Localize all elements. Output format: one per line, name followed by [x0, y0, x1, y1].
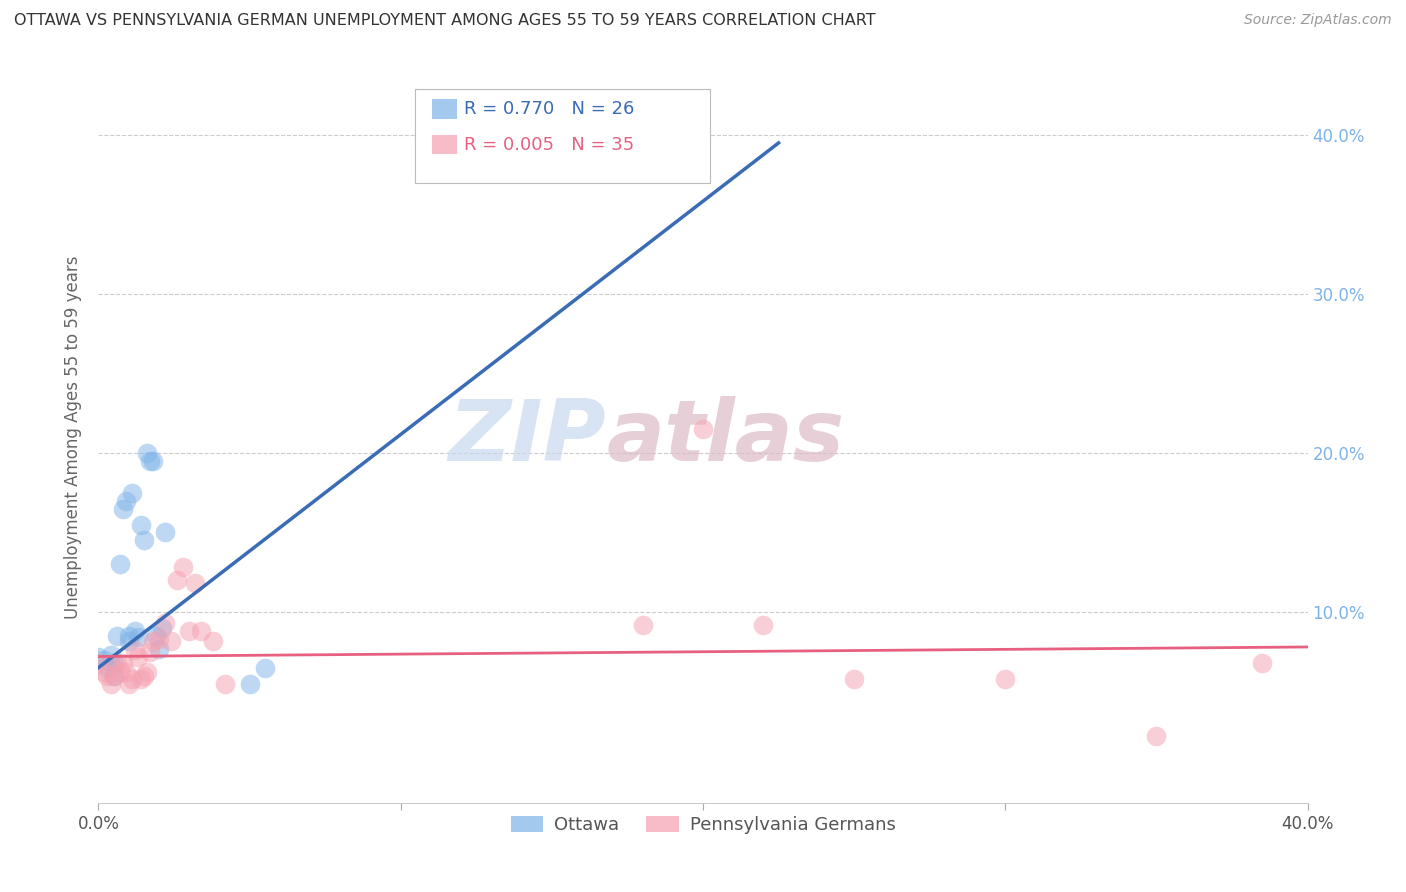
Point [148, 641, 170, 656]
Point [153, 616, 176, 631]
Point [1251, 656, 1274, 670]
Y-axis label: Unemployment Among Ages 55 to 59 years: Unemployment Among Ages 55 to 59 years [65, 255, 83, 619]
Point [108, 558, 131, 572]
Point [214, 676, 236, 690]
Point [239, 676, 262, 690]
Point [202, 633, 225, 648]
Point [105, 656, 128, 670]
Point [114, 493, 136, 508]
Text: ZIP: ZIP [449, 395, 606, 479]
Point [166, 573, 188, 587]
Point [153, 525, 176, 540]
Point [118, 629, 141, 643]
Point [190, 624, 212, 638]
Point [103, 656, 125, 670]
Point [150, 621, 173, 635]
Point [994, 672, 1017, 686]
Point [172, 560, 194, 574]
Text: Source: ZipAtlas.com: Source: ZipAtlas.com [1244, 13, 1392, 28]
Point [132, 668, 155, 682]
Point [179, 624, 201, 638]
Point [132, 533, 155, 548]
Point [129, 672, 152, 686]
Point [111, 501, 134, 516]
Text: atlas: atlas [606, 395, 845, 479]
Point [105, 629, 128, 643]
Point [87, 649, 110, 664]
Point [139, 454, 162, 468]
Point [121, 672, 143, 686]
Point [142, 633, 165, 648]
Text: OTTAWA VS PENNSYLVANIA GERMAN UNEMPLOYMENT AMONG AGES 55 TO 59 YEARS CORRELATION: OTTAWA VS PENNSYLVANIA GERMAN UNEMPLOYME… [14, 13, 876, 29]
Point [114, 665, 136, 680]
Point [87, 656, 110, 670]
Point [844, 672, 866, 686]
Point [127, 631, 149, 645]
Point [93, 653, 115, 667]
Point [96, 668, 118, 682]
Point [752, 617, 775, 632]
Point [124, 643, 146, 657]
Point [1144, 729, 1167, 743]
Point [121, 485, 143, 500]
Point [145, 629, 167, 643]
Point [135, 446, 157, 460]
Point [103, 668, 125, 682]
Point [124, 624, 146, 638]
Point [100, 648, 122, 662]
Point [631, 617, 654, 632]
Point [100, 676, 122, 690]
Point [118, 676, 141, 690]
Point [184, 576, 207, 591]
Point [692, 422, 714, 436]
Point [127, 649, 149, 664]
Point [129, 517, 152, 532]
Point [103, 668, 125, 682]
Point [135, 665, 157, 680]
Text: R = 0.770   N = 26: R = 0.770 N = 26 [464, 100, 634, 118]
Point [139, 645, 162, 659]
Point [96, 660, 118, 674]
Point [142, 454, 165, 468]
Point [108, 665, 131, 680]
Legend: Ottawa, Pennsylvania Germans: Ottawa, Pennsylvania Germans [503, 809, 903, 841]
Point [93, 665, 115, 680]
Point [111, 656, 134, 670]
Point [118, 633, 141, 648]
Point [148, 632, 170, 646]
Text: R = 0.005   N = 35: R = 0.005 N = 35 [464, 136, 634, 153]
Point [160, 633, 183, 648]
Point [253, 660, 276, 674]
